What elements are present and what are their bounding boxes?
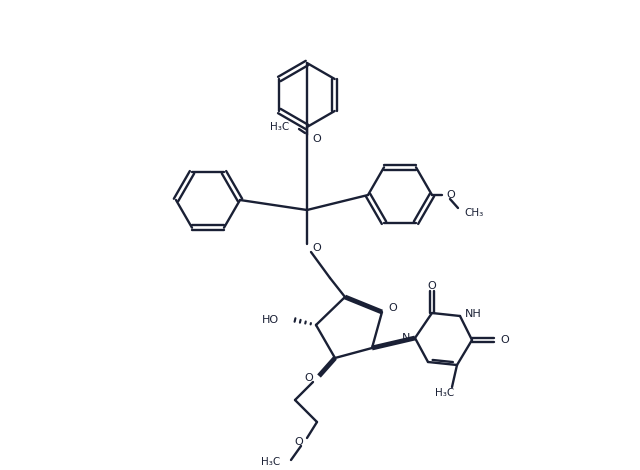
Text: HO: HO [262, 315, 279, 325]
Text: CH₃: CH₃ [464, 208, 483, 218]
Text: N: N [402, 333, 410, 343]
Text: H₃C: H₃C [260, 457, 280, 467]
Text: O: O [500, 335, 509, 345]
Text: O: O [428, 281, 436, 291]
Text: O: O [388, 303, 397, 313]
Text: O: O [446, 190, 455, 200]
Text: O: O [294, 437, 303, 447]
Text: O: O [312, 134, 321, 144]
Text: NH: NH [465, 309, 482, 319]
Text: H₃C: H₃C [269, 122, 289, 132]
Text: H₃C: H₃C [435, 388, 454, 398]
Text: O: O [312, 243, 321, 253]
Text: O: O [304, 373, 313, 383]
